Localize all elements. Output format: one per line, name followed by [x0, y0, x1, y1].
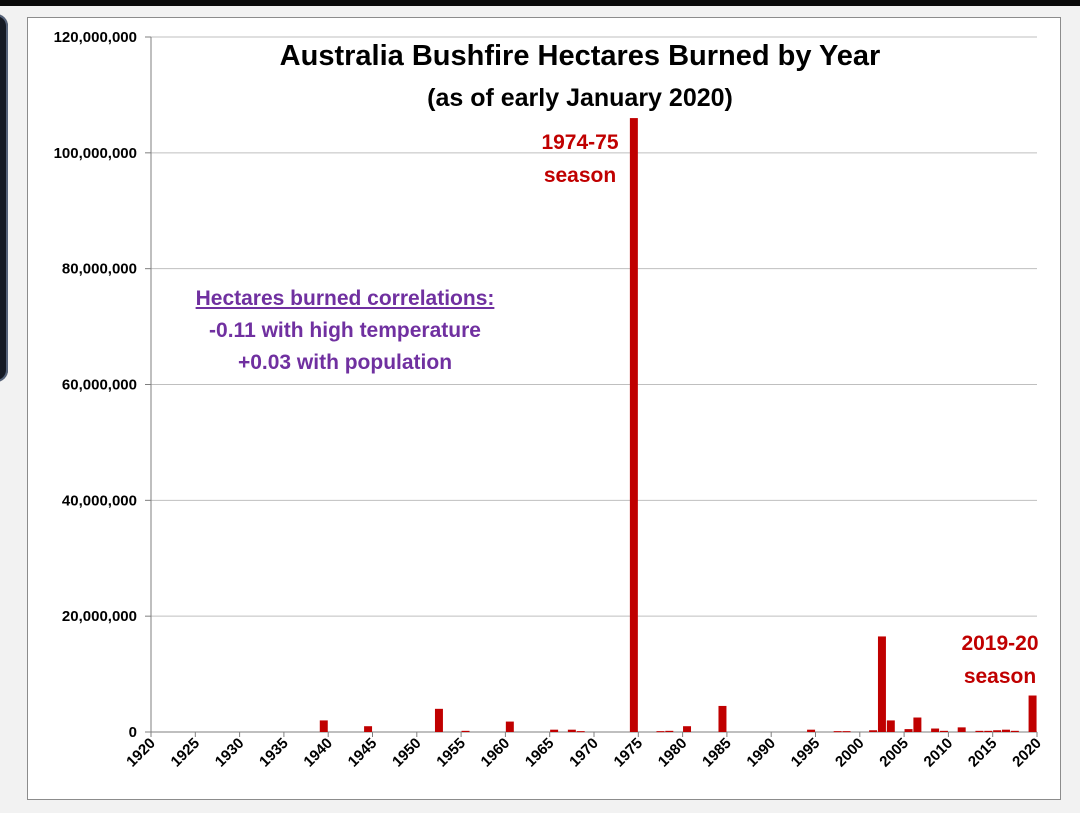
- bar: [1002, 729, 1010, 732]
- chart-frame: [27, 17, 1061, 800]
- annotation-1974-season: season: [543, 164, 617, 187]
- correlations-heading: Hectares burned correlations:: [195, 287, 495, 310]
- y-tick-label: 80,000,000: [62, 261, 137, 278]
- bar: [877, 636, 886, 732]
- bar: [993, 730, 1002, 732]
- bar: [913, 717, 922, 732]
- x-tick-label: 1975: [611, 735, 647, 771]
- bar: [434, 708, 443, 732]
- y-tick-label: 60,000,000: [62, 377, 137, 394]
- x-tick-label: 2000: [832, 735, 868, 771]
- bar: [939, 730, 948, 732]
- x-tick-label: 2015: [965, 735, 1001, 771]
- x-tick-label: 1945: [345, 735, 381, 771]
- x-tick-label: 1950: [389, 735, 425, 771]
- x-tick-label: 1985: [699, 735, 735, 771]
- bar: [869, 730, 878, 732]
- y-tick-label: 40,000,000: [62, 492, 137, 509]
- bar: [807, 729, 816, 732]
- y-tick-label: 0: [129, 724, 137, 741]
- y-tick-label: 20,000,000: [62, 608, 137, 625]
- chart-title: Australia Bushfire Hectares Burned by Ye…: [279, 40, 881, 72]
- bar: [567, 729, 576, 732]
- x-tick-label: 1990: [743, 735, 779, 771]
- annotation-1974-label: 1974-75: [541, 131, 619, 154]
- x-tick-label: 1935: [256, 735, 292, 771]
- bar: [629, 118, 638, 733]
- y-tick-label: 100,000,000: [54, 145, 137, 162]
- x-tick-label: 2005: [876, 735, 912, 771]
- x-tick-label: 1940: [300, 735, 336, 771]
- x-tick-label: 1965: [522, 735, 558, 771]
- x-tick-label: 1925: [168, 735, 204, 771]
- top-edge-bar: [0, 0, 1080, 6]
- bar: [1010, 730, 1019, 732]
- bar: [1028, 695, 1037, 732]
- chart-subtitle: (as of early January 2020): [427, 84, 733, 112]
- bar: [833, 731, 842, 733]
- x-tick-label: 1960: [478, 735, 514, 771]
- bar: [319, 720, 328, 732]
- bar: [656, 731, 665, 733]
- bar: [931, 728, 940, 732]
- bar: [576, 731, 585, 733]
- bar: [718, 705, 727, 732]
- bar: [957, 727, 966, 732]
- bar: [886, 720, 895, 732]
- bar: [461, 730, 470, 732]
- x-tick-label: 1980: [655, 735, 691, 771]
- bar: [842, 731, 851, 733]
- y-tick-label: 120,000,000: [54, 29, 137, 46]
- bar: [364, 726, 373, 732]
- annotation-2019-season: season: [963, 665, 1037, 688]
- x-tick-label: 1970: [566, 735, 602, 771]
- x-tick-label: 2010: [921, 735, 957, 771]
- side-panel-tab[interactable]: [0, 14, 8, 382]
- x-tick-label: 1930: [212, 735, 248, 771]
- bar: [665, 730, 674, 732]
- bar: [904, 729, 913, 732]
- bar: [975, 730, 984, 732]
- correlation-temperature: -0.11 with high temperature: [209, 319, 481, 342]
- annotation-2019-label: 2019-20: [961, 632, 1039, 655]
- x-tick-label: 2020: [1009, 735, 1045, 771]
- bar: [550, 729, 559, 732]
- x-tick-label: 1955: [433, 735, 469, 771]
- correlation-population: +0.03 with population: [237, 351, 453, 374]
- bar: [505, 721, 514, 732]
- bar: [984, 730, 993, 732]
- x-tick-label: 1995: [788, 735, 824, 771]
- bar: [683, 726, 692, 732]
